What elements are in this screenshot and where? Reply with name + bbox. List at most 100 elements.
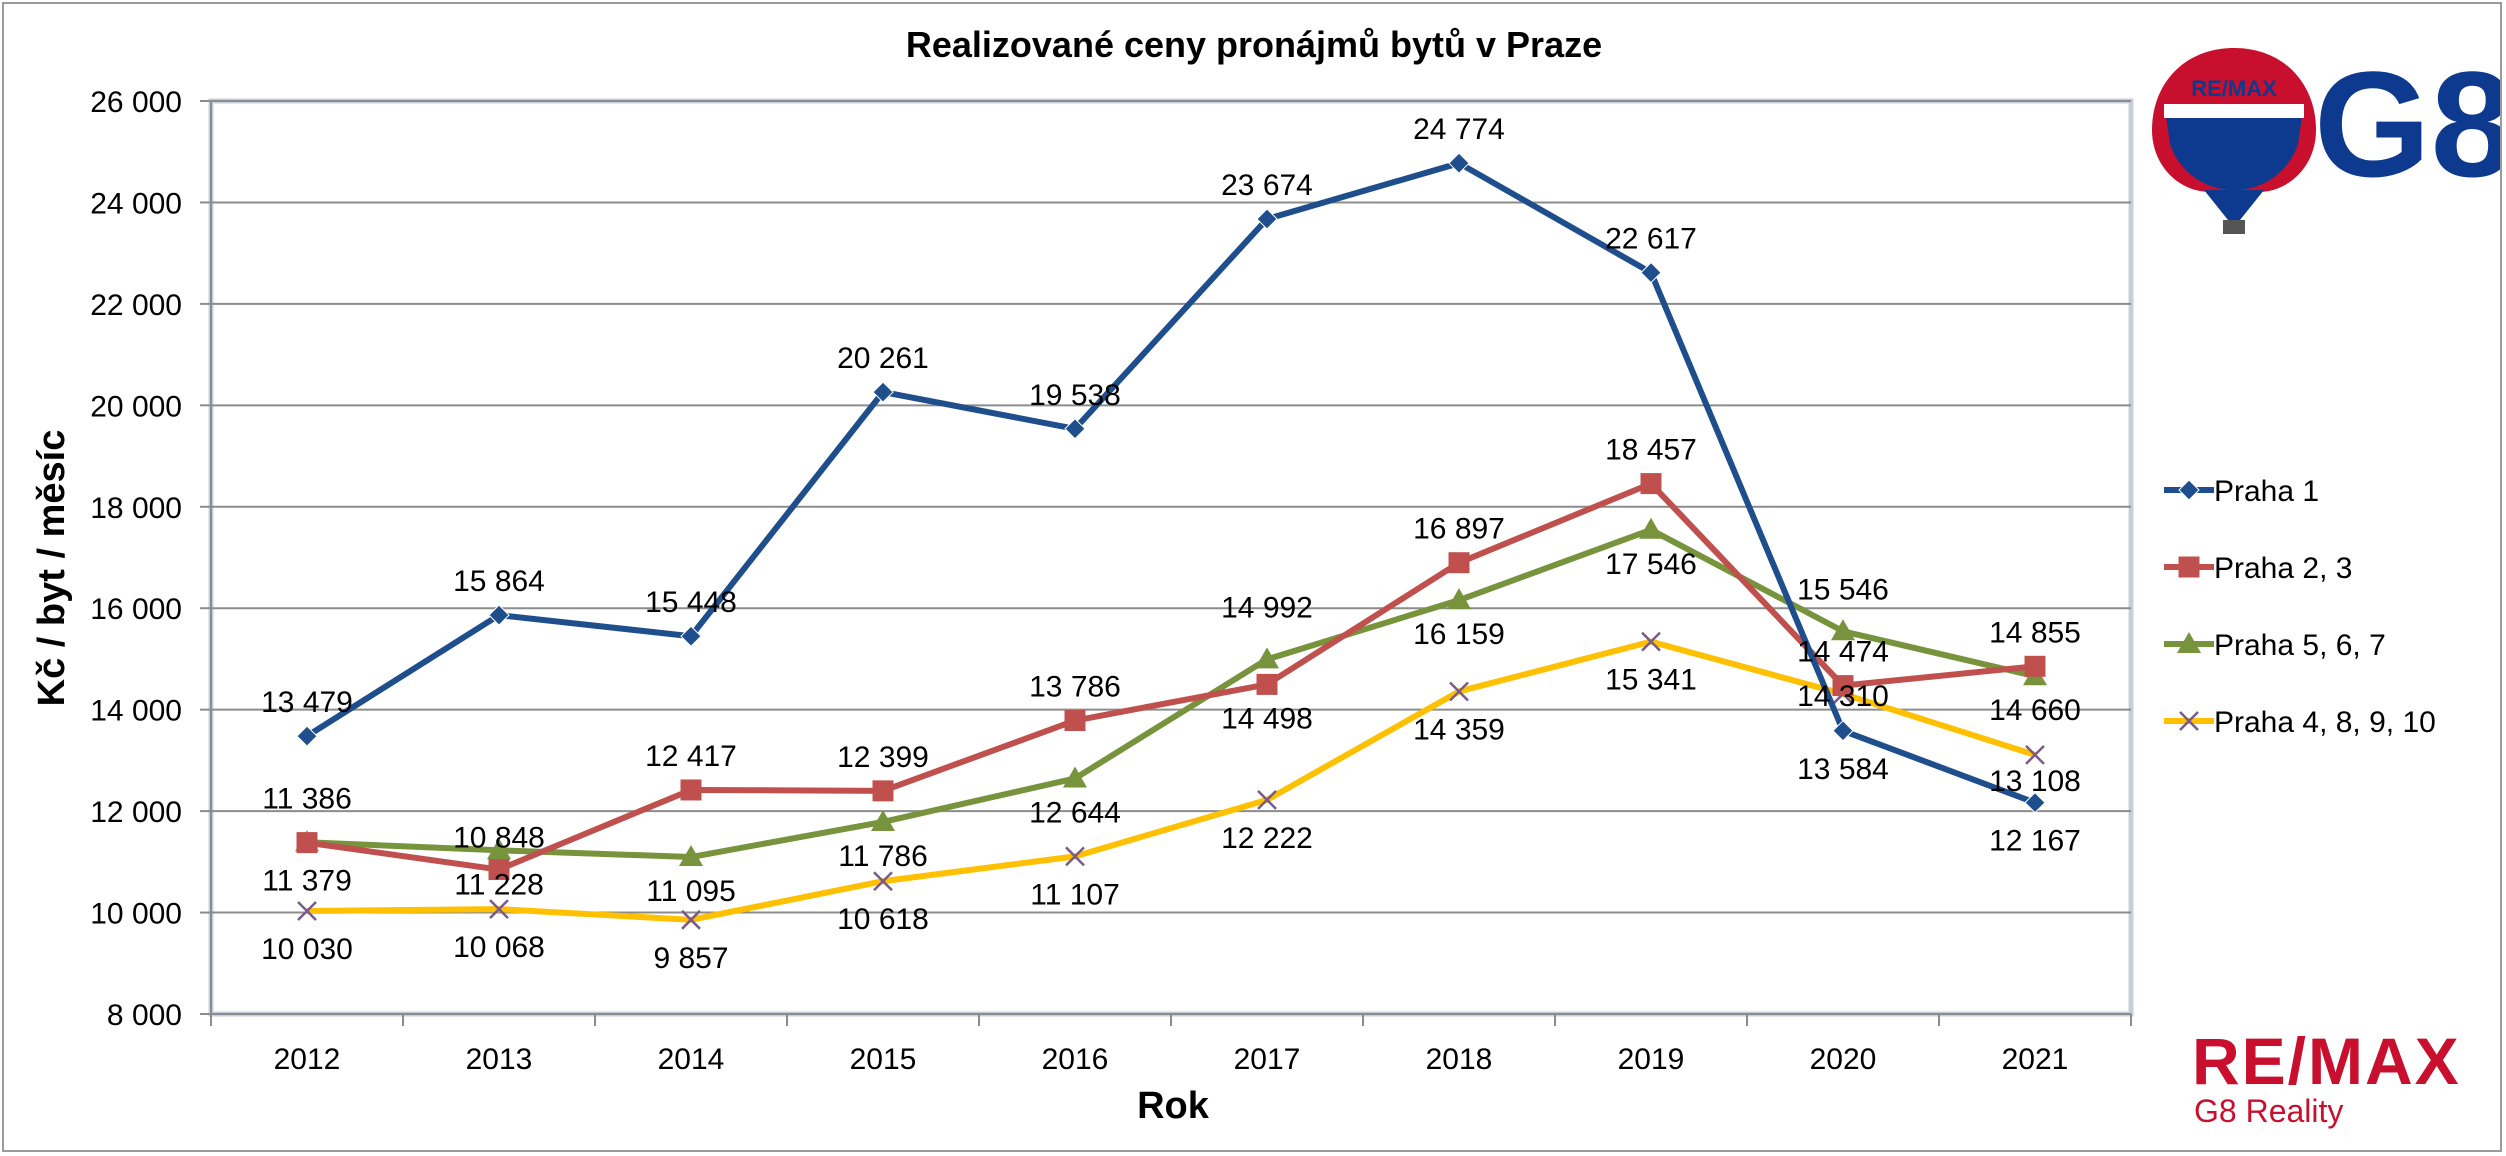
data-point: [487, 838, 511, 860]
data-label: 14 474: [1797, 636, 1889, 669]
y-tick-label: 26 000: [90, 86, 182, 119]
data-label: 18 457: [1605, 434, 1697, 467]
data-label: 16 159: [1413, 618, 1505, 651]
data-point: [1256, 673, 1278, 695]
chart-title: Realizované ceny pronájmů bytů v Praze: [906, 24, 1602, 65]
data-point: [489, 899, 509, 919]
data-point: [680, 625, 702, 647]
data-point: [297, 901, 317, 921]
data-point: [681, 909, 701, 930]
data-point: [1447, 588, 1471, 610]
data-label: 11 379: [262, 865, 352, 898]
data-label: 24 774: [1413, 113, 1505, 146]
x-axis-title: Rok: [1137, 1085, 1210, 1127]
legend-marker: [2178, 556, 2200, 578]
data-point: [2025, 745, 2045, 765]
y-tick-label: 12 000: [90, 796, 182, 829]
data-label: 12 399: [837, 741, 929, 774]
legend-label: Praha 1: [2214, 475, 2319, 508]
remax-logo-subtext: G8 Reality: [2194, 1093, 2343, 1129]
data-point: [1448, 152, 1470, 174]
x-tick-label: 2017: [1234, 1043, 1301, 1076]
y-tick-label: 22 000: [90, 289, 182, 322]
remax-logo-text: RE/MAX: [2192, 1024, 2461, 1098]
data-point: [296, 725, 318, 747]
y-tick-label: 18 000: [90, 492, 182, 525]
series-line: [306, 480, 2036, 873]
y-tick-label: 10 000: [90, 898, 182, 931]
data-point: [873, 871, 893, 892]
data-point: [1064, 418, 1086, 440]
data-label: 15 448: [645, 586, 737, 619]
data-point: [1064, 710, 1086, 732]
remax-g8-logo: RE/MAX G8: [2152, 40, 2506, 234]
data-label: 14 310: [1797, 680, 1889, 713]
data-label: 14 359: [1413, 713, 1505, 746]
data-label: 9 857: [653, 942, 728, 975]
data-label: 11 386: [262, 782, 352, 815]
balloon-icon: [2152, 48, 2316, 234]
legend-label: Praha 4, 8, 9, 10: [2214, 706, 2436, 739]
data-label: 20 261: [837, 342, 929, 375]
data-label: 12 417: [645, 740, 737, 773]
data-point: [1640, 261, 1662, 284]
legend-label: Praha 5, 6, 7: [2214, 629, 2386, 662]
data-point: [872, 381, 894, 403]
data-label: 11 786: [838, 840, 928, 873]
data-label: 13 584: [1797, 753, 1889, 786]
x-tick-label: 2021: [2002, 1043, 2069, 1076]
g8-logo-text: G8: [2314, 40, 2500, 208]
data-point: [1257, 789, 1277, 810]
data-label: 12 167: [1989, 825, 2081, 858]
x-tick-label: 2018: [1426, 1043, 1493, 1076]
y-tick-label: 20 000: [90, 390, 182, 423]
balloon-logo-text: RE/MAX: [2191, 76, 2277, 101]
remax-bottom-logo: RE/MAX G8 Reality: [2192, 1024, 2461, 1129]
series-line: [305, 160, 2037, 806]
data-label: 15 546: [1797, 573, 1889, 606]
data-label: 12 644: [1029, 796, 1121, 829]
x-tick-label: 2020: [1810, 1043, 1877, 1076]
data-label: 13 479: [261, 686, 353, 719]
y-axis-title: Kč / byt / měsíc: [31, 430, 73, 707]
data-point: [1256, 208, 1278, 230]
data-point: [2024, 791, 2046, 814]
data-label: 17 546: [1605, 548, 1697, 581]
data-point: [296, 832, 318, 854]
y-tick-label: 8 000: [107, 999, 182, 1032]
data-point: [2024, 655, 2046, 677]
data-point: [1448, 552, 1470, 574]
data-label: 16 897: [1413, 513, 1505, 546]
legend-label: Praha 2, 3: [2214, 552, 2352, 585]
data-label: 14 498: [1221, 702, 1313, 735]
data-label: 13 786: [1029, 671, 1121, 704]
data-label: 11 107: [1030, 878, 1120, 911]
legend-marker: [2179, 711, 2199, 731]
legend-marker: [2177, 632, 2201, 653]
data-label: 11 095: [646, 875, 736, 908]
data-point: [679, 845, 703, 867]
data-label: 14 855: [1989, 616, 2081, 649]
data-point: [1065, 846, 1085, 867]
data-label: 19 538: [1029, 379, 1121, 412]
data-point: [1641, 631, 1661, 652]
series-lines: [295, 152, 2047, 930]
data-label: 14 660: [1989, 694, 2081, 727]
data-label: 10 030: [261, 933, 353, 966]
data-label: 10 618: [837, 903, 929, 936]
data-point: [1449, 681, 1469, 702]
y-tick-label: 24 000: [90, 187, 182, 220]
data-point: [488, 859, 510, 881]
data-label: 13 108: [1989, 765, 2081, 798]
data-label: 10 068: [453, 931, 545, 964]
data-label: 11 228: [454, 868, 544, 901]
plot-area: [208, 98, 2134, 1017]
data-point: [1831, 619, 1855, 641]
data-point: [488, 604, 510, 626]
x-tick-label: 2015: [850, 1043, 917, 1076]
data-label: 23 674: [1221, 169, 1313, 202]
data-point: [1832, 720, 1854, 742]
series-line: [306, 638, 2036, 923]
data-label: 22 617: [1605, 223, 1697, 256]
